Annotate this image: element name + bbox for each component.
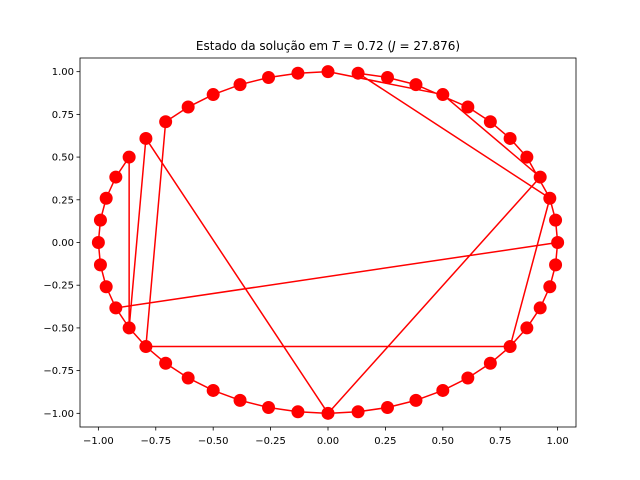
city-point bbox=[483, 115, 497, 129]
y-tick-label: 0.25 bbox=[52, 195, 74, 206]
x-tick-label: 0.50 bbox=[432, 436, 454, 447]
city-point bbox=[122, 321, 136, 335]
city-point bbox=[549, 213, 563, 227]
city-point bbox=[543, 191, 557, 205]
city-point bbox=[206, 88, 220, 102]
city-point bbox=[139, 340, 153, 354]
city-point bbox=[109, 301, 123, 315]
x-tick-label: −1.00 bbox=[83, 436, 114, 447]
city-point bbox=[321, 406, 335, 420]
y-tick-label: −0.75 bbox=[43, 366, 74, 377]
x-tick-label: −0.75 bbox=[140, 436, 171, 447]
city-point bbox=[409, 78, 423, 92]
city-point bbox=[551, 236, 565, 249]
city-point bbox=[409, 393, 423, 407]
city-point bbox=[520, 321, 534, 335]
title-equals-2: = bbox=[396, 39, 414, 53]
x-tick-label: −0.50 bbox=[198, 436, 229, 447]
city-point bbox=[351, 66, 365, 80]
y-tick-label: 0.75 bbox=[52, 110, 74, 121]
city-point bbox=[503, 131, 517, 145]
city-point bbox=[206, 383, 220, 397]
chart-title: Estado da solução em T = 0.72 (J = 27.87… bbox=[196, 39, 460, 53]
city-point bbox=[351, 405, 365, 419]
axes-frame bbox=[79, 57, 577, 428]
city-point bbox=[503, 340, 517, 354]
city-point bbox=[233, 393, 247, 407]
city-point bbox=[543, 280, 557, 294]
city-point bbox=[159, 115, 173, 129]
city-point bbox=[483, 356, 497, 370]
title-T-value: 0.72 bbox=[357, 39, 384, 53]
city-point bbox=[380, 70, 394, 84]
city-point bbox=[291, 66, 305, 80]
city-point bbox=[93, 213, 107, 227]
city-point bbox=[461, 371, 475, 385]
title-J-label: J bbox=[390, 39, 396, 53]
y-tick-label: −0.25 bbox=[43, 281, 74, 292]
city-point bbox=[233, 78, 247, 92]
plot-area bbox=[91, 65, 565, 420]
title-prefix: Estado da solução em bbox=[196, 39, 332, 53]
city-point bbox=[139, 131, 153, 145]
city-point bbox=[549, 258, 563, 272]
city-point bbox=[436, 88, 450, 102]
city-point bbox=[262, 70, 276, 84]
city-point bbox=[520, 150, 534, 164]
title-T-label: T bbox=[332, 39, 341, 53]
city-point bbox=[436, 383, 450, 397]
x-tick-label: 0.25 bbox=[374, 436, 396, 447]
title-paren-open: ( bbox=[384, 39, 393, 53]
title-paren-close: ) bbox=[455, 39, 460, 53]
axes: −1.00 −0.75 −0.50 −0.25 0.00 0.25 0.50 0.75 1.00… bbox=[43, 67, 568, 447]
city-point bbox=[93, 258, 107, 272]
city-point bbox=[91, 236, 105, 249]
city-point bbox=[99, 191, 113, 205]
x-tick-label: 1.00 bbox=[546, 436, 568, 447]
x-tick-label: 0.75 bbox=[489, 436, 511, 447]
city-point bbox=[99, 280, 113, 294]
x-tick-label: 0.00 bbox=[317, 436, 339, 447]
city-point bbox=[533, 170, 547, 184]
city-point bbox=[109, 170, 123, 184]
y-tick-label: 0.00 bbox=[52, 238, 74, 249]
y-tick-label: 0.50 bbox=[52, 153, 74, 164]
city-point bbox=[122, 150, 136, 164]
city-point bbox=[181, 100, 195, 114]
city-point bbox=[533, 301, 547, 315]
y-tick-label: −1.00 bbox=[43, 409, 74, 420]
x-tick-label: −0.25 bbox=[255, 436, 286, 447]
city-point bbox=[291, 405, 305, 419]
city-point bbox=[380, 401, 394, 415]
city-point bbox=[321, 65, 335, 79]
city-point bbox=[181, 371, 195, 385]
title-J-value: 27.876 bbox=[413, 39, 455, 53]
city-point bbox=[159, 356, 173, 370]
city-point bbox=[262, 401, 276, 415]
title-equals-1: = bbox=[339, 39, 357, 53]
y-tick-label: −0.50 bbox=[43, 323, 74, 334]
city-point bbox=[461, 100, 475, 114]
y-tick-label: 1.00 bbox=[52, 67, 74, 78]
